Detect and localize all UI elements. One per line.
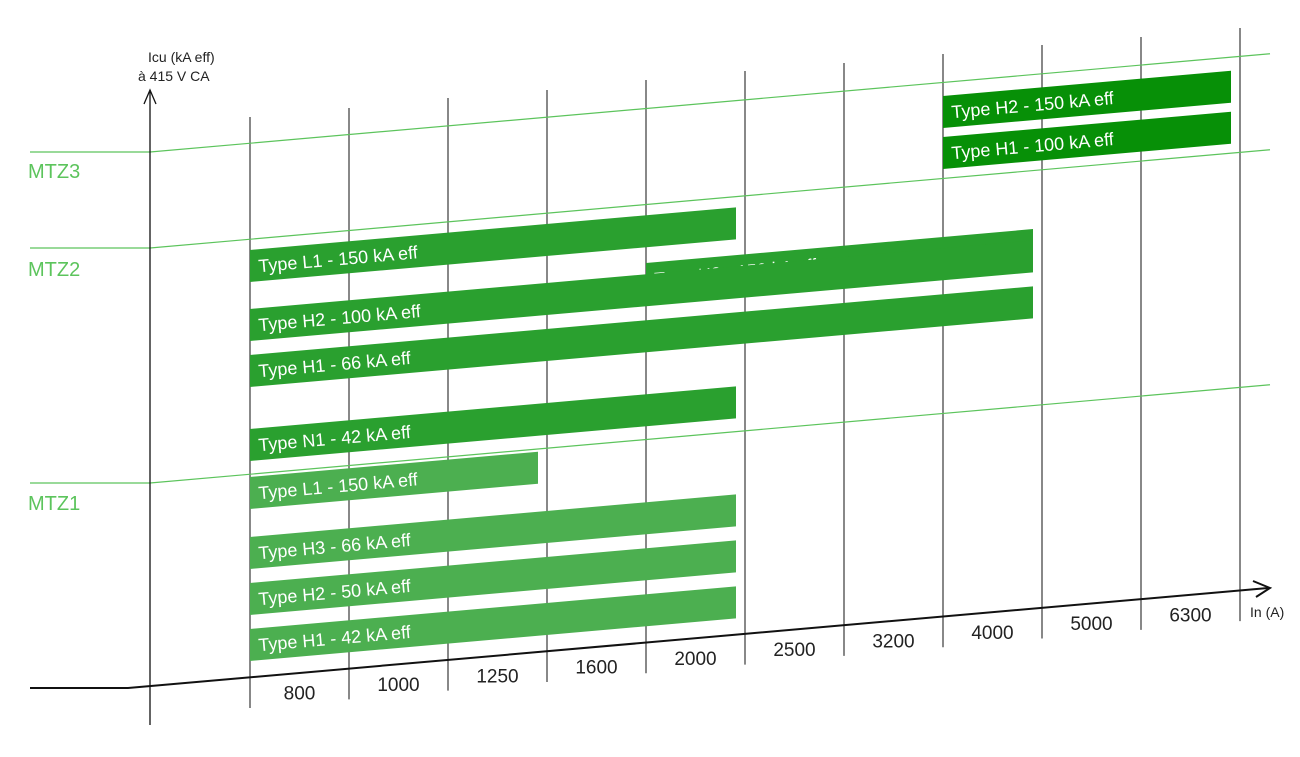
bar: [943, 111, 1231, 169]
x-axis-label: In (A): [1250, 604, 1284, 620]
x-tick-label: 1600: [575, 658, 617, 679]
y-axis-label-line1: Icu (kA eff): [148, 49, 215, 65]
axes: Icu (kA eff) à 415 V CA In (A): [30, 49, 1284, 725]
x-tick-label: 2500: [773, 640, 815, 661]
range-separators: [30, 53, 1271, 484]
bar: [250, 386, 736, 461]
x-tick-label: 1250: [476, 666, 518, 687]
bar: [250, 286, 1033, 387]
bar: [250, 494, 736, 569]
bar: [250, 540, 736, 615]
bar: [250, 451, 538, 509]
range-separator: [149, 149, 1271, 249]
range-label: MTZ3: [28, 161, 80, 183]
x-tick-label: 3200: [872, 632, 914, 653]
range-separator: [149, 53, 1271, 153]
range-separator: [149, 384, 1271, 484]
bar: [943, 70, 1231, 128]
x-tick-labels: 800 1000 1250 1600 2000 2500 3200 4000 5000 6300: [284, 606, 1212, 705]
x-tick-label: 6300: [1169, 606, 1211, 627]
x-tick-label: 800: [284, 684, 316, 705]
x-tick-label: 2000: [674, 649, 716, 670]
x-tick-label: 4000: [971, 623, 1013, 644]
bar: [250, 207, 736, 282]
x-tick-label: 5000: [1070, 614, 1112, 635]
range-label: MTZ1: [28, 493, 80, 515]
bar: [250, 586, 736, 661]
y-axis-arrow: [143, 88, 157, 105]
x-axis: [30, 587, 1269, 689]
range-label: MTZ2: [28, 259, 80, 281]
y-axis-label-line2: à 415 V CA: [138, 68, 210, 84]
x-tick-label: 1000: [377, 675, 419, 696]
bar: [250, 240, 1033, 341]
range-labels: MTZ3 MTZ2 MTZ1: [28, 161, 80, 515]
x-axis-arrow: [1252, 580, 1273, 598]
